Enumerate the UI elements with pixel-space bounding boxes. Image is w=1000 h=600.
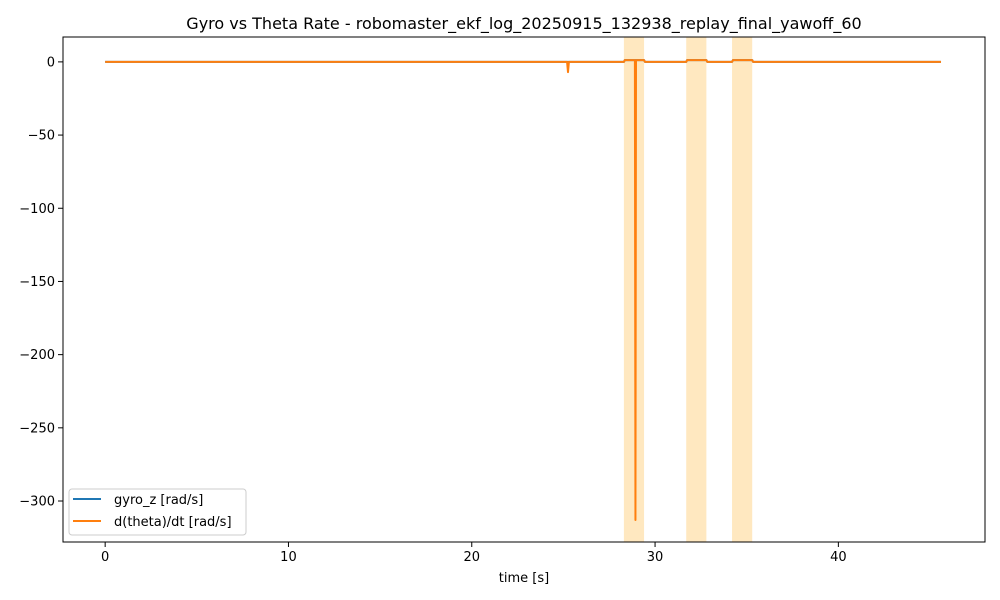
x-tick-label-2: 20 [463,550,480,565]
plot-frame [62,36,986,543]
y-tick-label-4: −200 [19,348,55,363]
legend-box [68,488,247,536]
y-tick-label-5: −250 [19,421,55,436]
x-axis-ticks: 0 10 20 30 40 [101,542,847,565]
highlight-span-0 [623,37,645,542]
x-axis-label: time [s] [499,571,549,586]
x-tick-label-1: 10 [280,550,297,565]
data-lines [105,59,942,522]
legend: gyro_z [rad/s] d(theta)/dt [rad/s] [68,488,247,536]
legend-label-gyro-z: gyro_z [rad/s] [114,493,203,508]
highlight-spans [623,37,753,542]
series-line-1 [105,59,942,522]
x-tick-label-0: 0 [101,550,109,565]
y-axis-ticks: 0 −50 −100 −150 −200 −250 −300 [19,55,63,510]
y-tick-label-2: −100 [19,202,55,217]
y-tick-label-1: −50 [28,129,55,144]
y-tick-label-3: −150 [19,275,55,290]
x-tick-label-4: 40 [830,550,847,565]
x-tick-label-3: 30 [647,550,664,565]
y-tick-label-6: −300 [19,495,55,510]
y-tick-label-0: 0 [47,55,55,70]
highlight-span-1 [686,37,707,542]
highlight-span-2 [732,37,753,542]
chart-title: Gyro vs Theta Rate - robomaster_ekf_log_… [186,14,861,34]
legend-label-dtheta-dt: d(theta)/dt [rad/s] [114,515,232,530]
